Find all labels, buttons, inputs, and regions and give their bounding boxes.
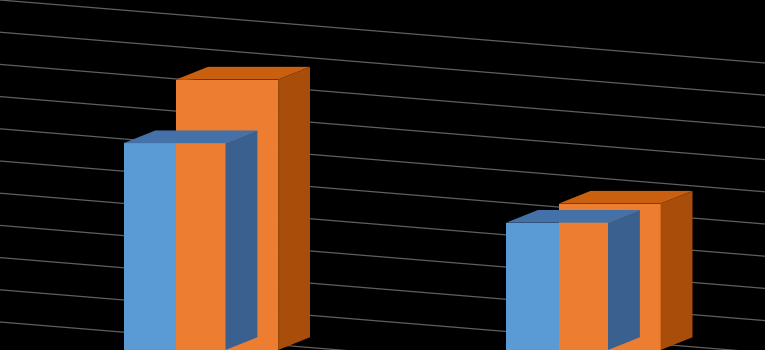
Polygon shape [226, 131, 257, 350]
Bar [176, 79, 278, 350]
Polygon shape [608, 210, 640, 350]
Polygon shape [176, 67, 310, 79]
Polygon shape [123, 131, 257, 143]
Polygon shape [506, 210, 640, 223]
Polygon shape [558, 191, 692, 204]
Bar [123, 143, 226, 350]
Polygon shape [278, 67, 310, 350]
Polygon shape [661, 191, 692, 350]
Bar [558, 204, 661, 350]
Bar [506, 223, 608, 350]
